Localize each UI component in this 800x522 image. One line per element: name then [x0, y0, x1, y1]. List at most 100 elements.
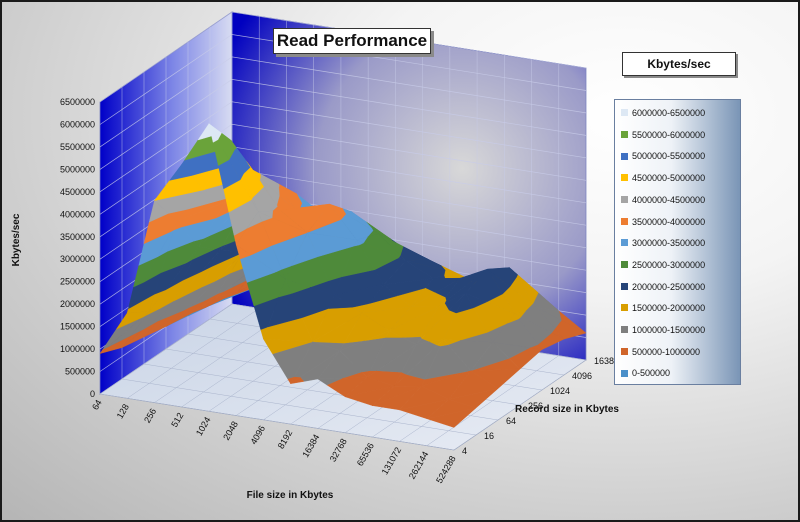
legend-item: 500000-1000000	[621, 345, 700, 359]
surface-facet	[426, 407, 477, 428]
chart-title: Read Performance	[273, 28, 431, 54]
legend-label: 6000000-6500000	[632, 108, 706, 118]
z-tick-label: 6500000	[60, 97, 95, 107]
legend-item: 4000000-4500000	[621, 193, 705, 207]
x-tick-label: 4096	[248, 424, 267, 446]
z-tick-label: 0	[90, 389, 95, 399]
legend-swatch	[621, 326, 628, 334]
legend-item: 3500000-4000000	[621, 215, 705, 229]
legend-swatch	[621, 217, 628, 225]
x-tick-label: 524288	[434, 454, 458, 485]
x-tick-label: 16384	[300, 433, 321, 460]
legend-label: 4500000-5000000	[632, 173, 706, 184]
legend-item: 1500000-2000000	[621, 301, 705, 315]
z-tick-label: 2500000	[60, 277, 95, 287]
legend-swatch	[621, 174, 628, 182]
legend-swatch	[621, 109, 628, 117]
z-tick-label: 2000000	[60, 299, 95, 309]
surface-facet	[440, 339, 449, 347]
z-tick-label: 6000000	[60, 120, 95, 130]
legend-item: 5000000-5500000	[621, 149, 705, 163]
z-tick-label: 1500000	[60, 322, 95, 332]
floor-gridline	[99, 393, 455, 451]
legend-item: 0-500000	[621, 366, 670, 380]
surface-facet	[368, 284, 398, 304]
x-tick-label: 8192	[276, 428, 295, 450]
x-tick-label: 131072	[380, 445, 404, 476]
x-tick-label: 65536	[355, 441, 376, 468]
surface-facet	[306, 203, 342, 234]
legend-item: 2000000-2500000	[621, 280, 705, 294]
legend-swatch	[621, 304, 628, 312]
surface-facet	[353, 239, 360, 247]
y-tick-label: 1024	[550, 386, 570, 396]
y-tick-label: 4	[462, 446, 467, 456]
floor-gridline	[121, 378, 477, 436]
surface-facet	[385, 330, 403, 338]
y-tick-label: 64	[506, 416, 516, 426]
legend-swatch	[621, 152, 628, 160]
x-tick-label: 262144	[407, 450, 431, 481]
z-tick-label: 4000000	[60, 209, 95, 219]
legend-label: 1500000-2000000	[632, 303, 706, 314]
legend-label: 4000000-4500000	[632, 194, 706, 205]
z-tick-label: 4500000	[60, 187, 95, 197]
y-tick-label: 16	[484, 431, 494, 441]
legend-swatch	[621, 130, 628, 138]
x-tick-label: 512	[169, 411, 185, 429]
surface-facet	[291, 232, 319, 267]
y-tick-label: 16384	[594, 356, 619, 366]
legend-item: 5500000-6000000	[621, 128, 705, 142]
surface-facet	[208, 123, 219, 143]
legend-item: 3000000-3500000	[621, 236, 705, 250]
x-tick-label: 128	[115, 402, 131, 420]
y-tick-label: 256	[528, 401, 543, 411]
surface-facet	[506, 313, 520, 324]
legend-swatch	[621, 347, 628, 355]
legend-label: 1000000-1500000	[632, 325, 706, 335]
x-tick-label: 1024	[194, 415, 213, 437]
legend-label: 5500000-6000000	[632, 129, 706, 140]
legend-label: 3500000-4000000	[632, 216, 706, 227]
surface-facet	[455, 292, 474, 314]
surface-facet	[278, 278, 292, 298]
legend-swatch	[621, 369, 628, 377]
surface-facet	[327, 295, 354, 309]
x-tick-label: 2048	[221, 420, 240, 442]
legend-title: Kbytes/sec	[622, 52, 736, 76]
legend-swatch	[621, 261, 628, 269]
legend-item: 1000000-1500000	[621, 323, 705, 337]
z-tick-label: 500000	[65, 367, 95, 377]
x-tick-label: 256	[142, 407, 158, 425]
legend-item: 2500000-3000000	[621, 258, 705, 272]
z-tick-label: 1000000	[60, 344, 95, 354]
legend-item: 6000000-6500000	[621, 106, 705, 120]
legend-label: 5000000-5500000	[632, 151, 706, 162]
z-tick-label: 5500000	[60, 142, 95, 152]
legend: 6000000-6500000 5500000-6000000 5000000-55…	[614, 99, 741, 385]
z-tick-label: 3000000	[60, 254, 95, 264]
x-tick-label: 32768	[328, 437, 349, 464]
y-tick-label: 4096	[572, 371, 592, 381]
x-tick-label: 64	[90, 398, 104, 412]
legend-swatch	[621, 239, 628, 247]
z-axis-label: Kbytes/sec	[11, 213, 22, 266]
z-tick-label: 3500000	[60, 232, 95, 242]
surface-facet	[263, 338, 313, 355]
legend-swatch	[621, 282, 628, 290]
surface-facet	[317, 378, 343, 386]
legend-item: 4500000-5000000	[621, 171, 705, 185]
legend-label: 500000-1000000	[632, 346, 701, 357]
surface-facet	[235, 244, 252, 260]
legend-label: 2000000-2500000	[632, 281, 706, 292]
z-tick-label: 5000000	[60, 164, 95, 174]
legend-label: 2500000-3000000	[632, 259, 706, 270]
y-axis-label: Record size in Kbytes	[515, 404, 619, 415]
surface-facet	[246, 211, 263, 229]
legend-label: 3000000-3500000	[632, 238, 706, 249]
legend-swatch	[621, 195, 628, 203]
x-axis-label: File size in Kbytes	[247, 490, 334, 501]
surface-facet	[470, 341, 510, 372]
